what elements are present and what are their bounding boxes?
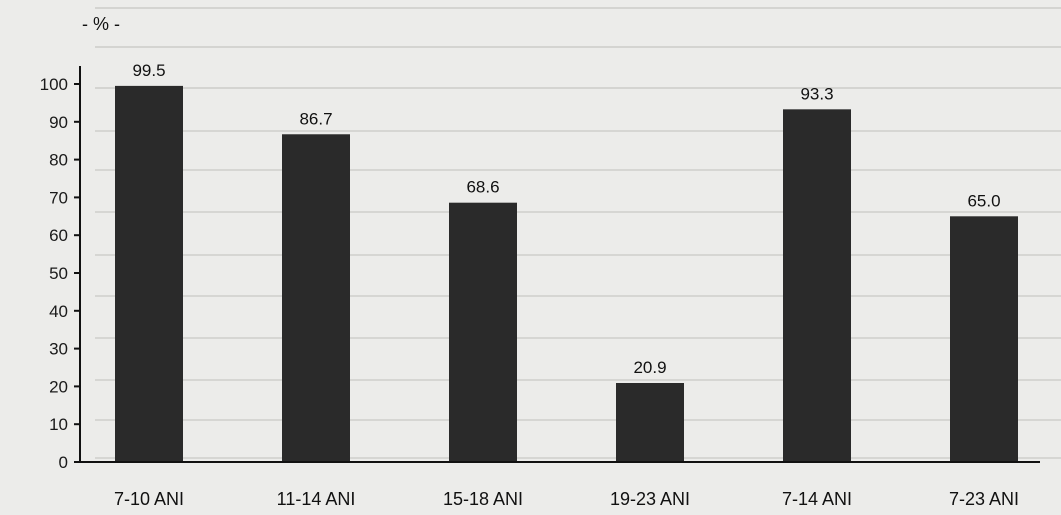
y-axis: 0 10 20 30 40 50 60 70 80 90 100 (40, 66, 81, 472)
bar (783, 109, 851, 463)
category-label: 7-14 ANI (782, 489, 852, 509)
y-tick-label: 40 (49, 302, 68, 321)
value-labels: 99.5 86.7 68.6 20.9 93.3 65.0 (132, 61, 1000, 377)
y-tick-label: 50 (49, 264, 68, 283)
y-tick-label: 10 (49, 415, 68, 434)
y-unit-label: - % - (82, 14, 120, 34)
y-tick-label: 60 (49, 226, 68, 245)
value-label: 65.0 (967, 191, 1000, 210)
bars (115, 85, 1018, 463)
value-label: 20.9 (633, 358, 666, 377)
y-tick-label: 90 (49, 113, 68, 132)
background-scan-texture (95, 7, 1061, 459)
bar (282, 134, 350, 463)
y-tick-label: 20 (49, 377, 68, 396)
y-tick-label: 80 (49, 151, 68, 170)
category-label: 7-10 ANI (114, 489, 184, 509)
bar (115, 85, 183, 462)
y-tick-label: 70 (49, 188, 68, 207)
category-label: 19-23 ANI (610, 489, 690, 509)
bar (950, 216, 1018, 462)
category-label: 11-14 ANI (277, 489, 356, 509)
bar (616, 382, 684, 462)
value-label: 86.7 (299, 109, 332, 128)
value-label: 99.5 (132, 61, 165, 80)
x-axis: 7-10 ANI 11-14 ANI 15-18 ANI 19-23 ANI 7-14 … (80, 461, 1040, 509)
y-tick-label: 30 (49, 340, 68, 359)
category-label: 7-23 ANI (949, 489, 1019, 509)
value-label: 93.3 (800, 84, 833, 103)
y-tick-label: 0 (59, 453, 68, 472)
value-label: 68.6 (466, 178, 499, 197)
bar (449, 202, 517, 462)
y-tick-label: 100 (40, 75, 68, 94)
category-label: 15-18 ANI (443, 489, 523, 509)
